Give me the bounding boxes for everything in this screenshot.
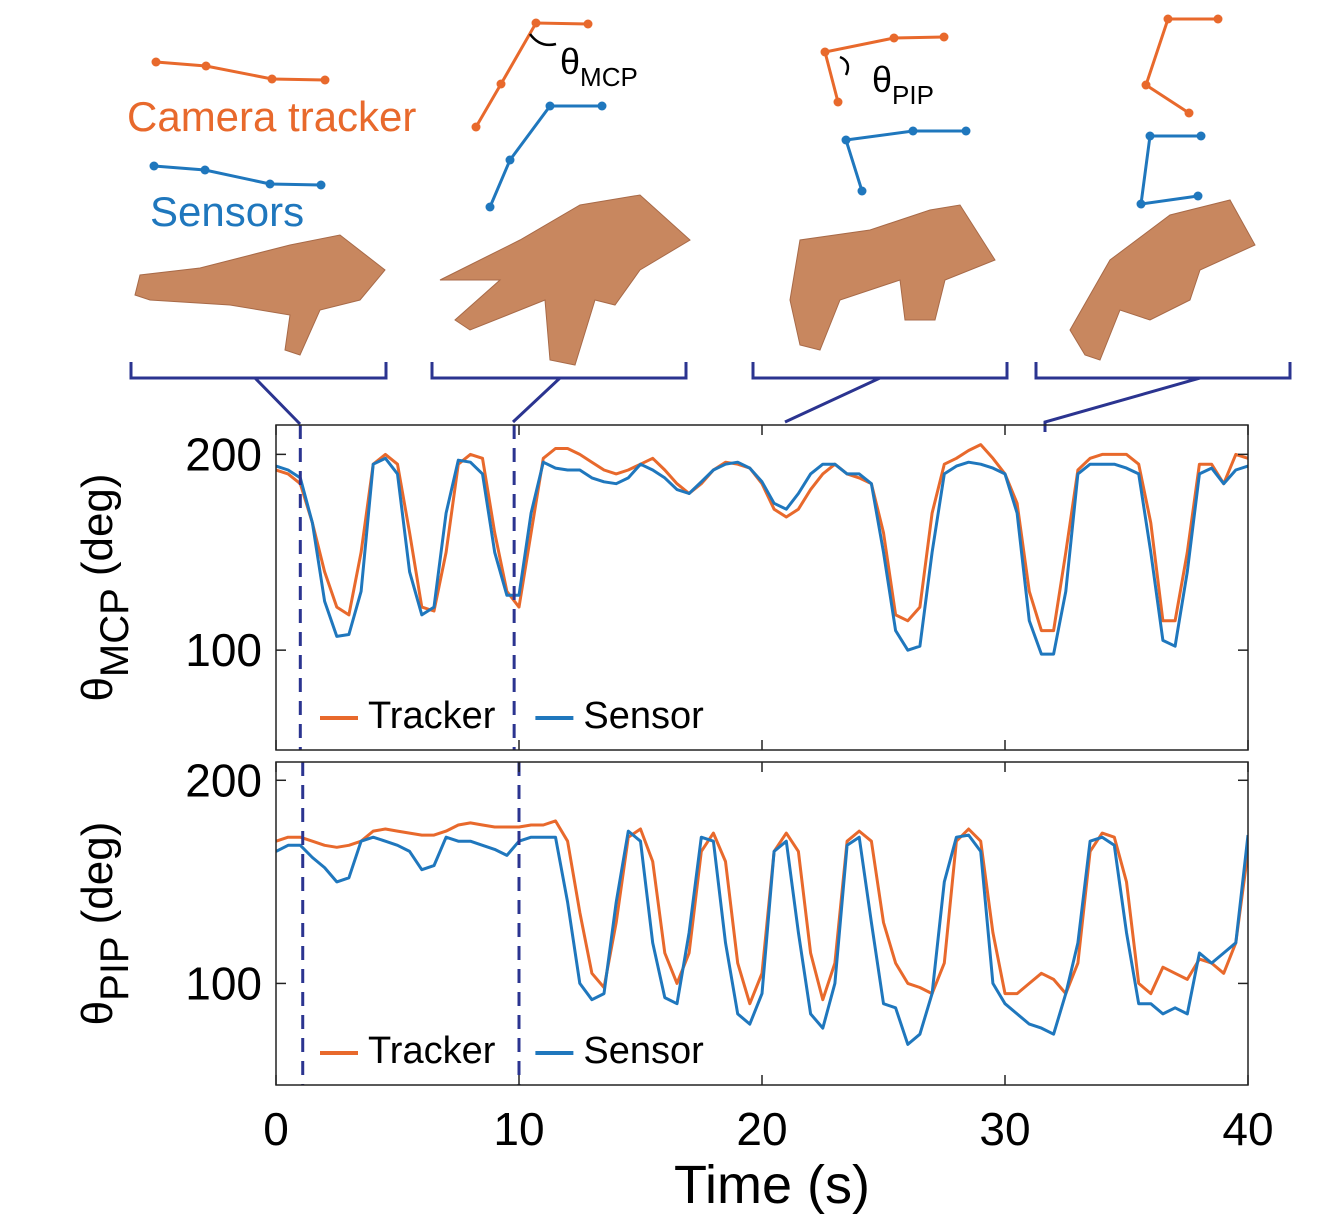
sensor-skeleton: [1139, 134, 1201, 205]
angle-arc: [528, 33, 557, 47]
sensor-skeleton: [153, 164, 322, 187]
angle-arc: [839, 55, 850, 76]
legend-label: Sensor: [583, 695, 704, 737]
y-label-subscript: MCP: [93, 588, 137, 677]
sensor-label: Sensors: [150, 188, 304, 235]
tracker-skeleton: [155, 60, 326, 82]
x-tick-label: 10: [493, 1103, 544, 1155]
plot-area: [276, 819, 1248, 1046]
skeleton-joints: [149, 14, 1223, 212]
x-tick-label: 0: [263, 1103, 289, 1155]
subplot: 100 200 θMCP (deg) Tracker Sensor: [73, 424, 1249, 751]
y-axis-label: θMCP (deg): [73, 473, 137, 701]
x-tick-label: 30: [979, 1103, 1030, 1155]
y-axis-label: θPIP (deg): [73, 822, 137, 1026]
y-tick-label: 100: [185, 624, 262, 676]
brackets: [129, 362, 1292, 432]
legend-label: Tracker: [368, 695, 496, 737]
sensor-skeleton: [1140, 194, 1199, 206]
data-line: [276, 819, 1248, 1006]
hand-illustrations: [134, 194, 1256, 366]
y-label-unit: (deg): [73, 473, 122, 576]
tracker-label: Camera tracker: [127, 93, 416, 140]
angle-symbol: θ: [872, 59, 892, 100]
sensor-skeleton: [488, 104, 602, 208]
angle-subscript: MCP: [580, 62, 638, 92]
x-axis-label: Time (s): [674, 1155, 870, 1215]
y-tick-label: 200: [185, 754, 262, 806]
data-line: [276, 456, 1248, 656]
hand-2: [439, 194, 691, 366]
x-tick-label: 20: [736, 1103, 787, 1155]
angle-subscript: PIP: [892, 80, 934, 110]
hand-4: [1069, 199, 1256, 361]
skeletons: [153, 17, 1218, 208]
y-label-unit: (deg): [73, 822, 122, 925]
subplot: 100 200 0 10 20 30 40 Time (s) θPIP (deg) Tracker S…: [73, 754, 1274, 1215]
data-line: [276, 443, 1248, 633]
tracker-skeleton: [1144, 17, 1218, 115]
y-label-symbol: θ: [73, 1001, 122, 1025]
legend-label: Tracker: [368, 1030, 496, 1072]
x-tick-label: 40: [1222, 1103, 1273, 1155]
hand-3: [789, 204, 996, 351]
hand-1: [134, 234, 386, 356]
tracker-skeleton: [823, 35, 945, 103]
y-label-subscript: PIP: [93, 936, 137, 1000]
y-tick-label: 100: [185, 957, 262, 1009]
y-label-symbol: θ: [73, 677, 122, 701]
y-tick-label: 200: [185, 428, 262, 480]
legend-label: Sensor: [583, 1030, 704, 1072]
angle-label: θMCP: [560, 41, 638, 92]
data-line: [276, 829, 1248, 1046]
plot-area: [276, 443, 1248, 656]
angle-symbol: θ: [560, 41, 580, 82]
tracker-skeleton: [474, 21, 589, 128]
sensor-skeleton: [844, 129, 966, 192]
angle-label: θPIP: [872, 59, 934, 110]
